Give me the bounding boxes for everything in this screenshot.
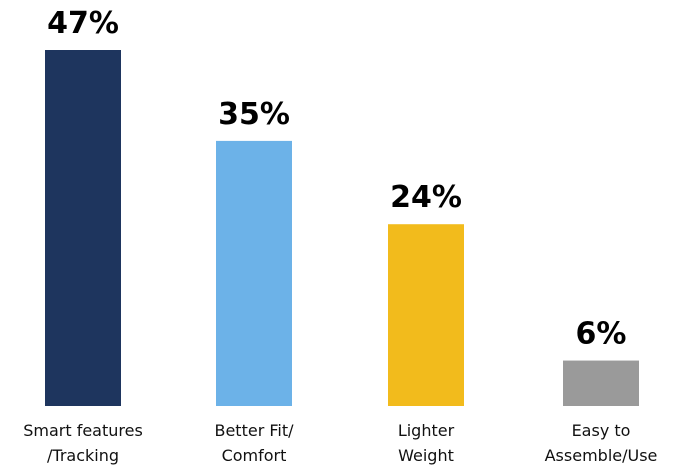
bar-0 <box>45 50 121 406</box>
category-label-line-0-0: Smart features <box>23 421 143 440</box>
category-label-line-2-0: Lighter <box>398 421 455 440</box>
category-label-2: Lighter Weight <box>398 421 455 465</box>
category-label-line-0-1: /Tracking <box>47 446 119 465</box>
bar-value-label-3: 6% <box>576 317 627 352</box>
category-label-line-1-0: Better Fit/ <box>214 421 294 440</box>
category-label-line-3-0: Easy to <box>572 421 631 440</box>
category-label-line-2-1: Weight <box>398 446 454 465</box>
bar-value-label-2: 24% <box>390 180 462 215</box>
category-label-0: Smart features/Tracking <box>23 421 143 465</box>
category-label-line-1-1: Comfort <box>222 446 287 465</box>
bar-value-label-0: 47% <box>47 6 119 41</box>
bar-1 <box>216 140 292 406</box>
bar-3 <box>563 360 639 406</box>
category-label-3: Easy to Assemble/Use <box>545 421 658 465</box>
bar-value-label-1: 35% <box>218 97 290 132</box>
category-label-1: Better Fit/Comfort <box>214 421 294 465</box>
bar-2 <box>388 224 464 406</box>
category-label-line-3-1: Assemble/Use <box>545 446 658 465</box>
